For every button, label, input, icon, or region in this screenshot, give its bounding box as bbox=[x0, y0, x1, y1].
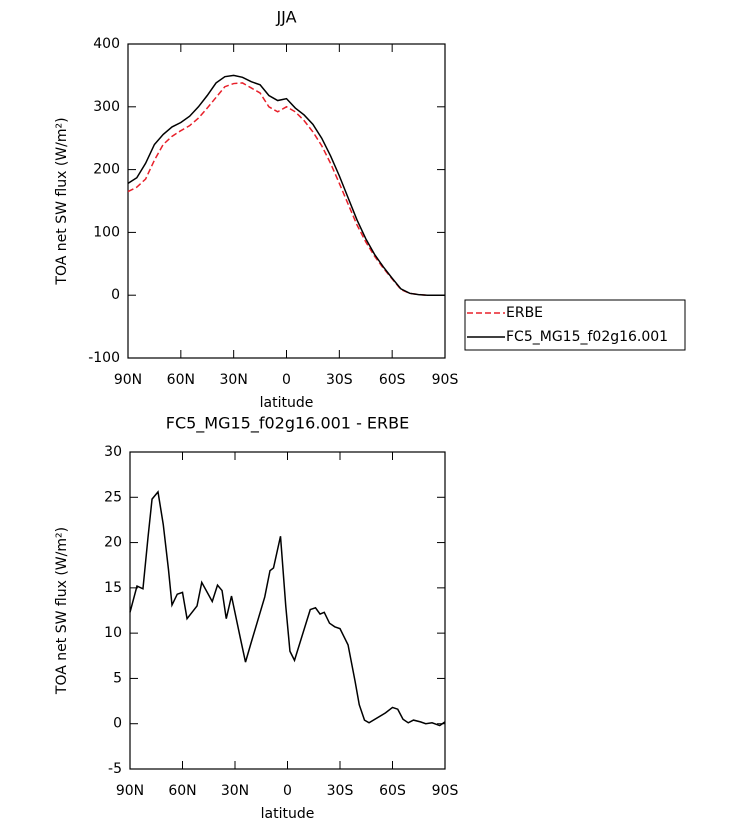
y-tick-label: 0 bbox=[111, 287, 120, 303]
x-tick-label: 90S bbox=[432, 372, 459, 388]
y-tick-label: 400 bbox=[93, 36, 120, 52]
x-tick-label: 90N bbox=[116, 783, 144, 799]
x-tick-label: 30N bbox=[221, 783, 249, 799]
legend-label: FC5_MG15_f02g16.001 bbox=[506, 329, 668, 345]
x-tick-label: 60N bbox=[167, 372, 195, 388]
y-axis-label: TOA net SW flux (W/m²) bbox=[54, 117, 70, 285]
y-tick-label: 15 bbox=[104, 580, 122, 596]
y-tick-label: 200 bbox=[93, 162, 120, 178]
x-tick-label: 0 bbox=[282, 372, 291, 388]
x-tick-label: 90N bbox=[114, 372, 142, 388]
y-tick-label: 25 bbox=[104, 489, 122, 505]
y-axis-label: TOA net SW flux (W/m²) bbox=[54, 527, 70, 695]
x-tick-label: 60S bbox=[379, 372, 406, 388]
y-tick-label: -100 bbox=[88, 350, 120, 366]
y-tick-label: -5 bbox=[108, 761, 122, 777]
y-tick-label: 10 bbox=[104, 625, 122, 641]
plot-frame bbox=[127, 43, 446, 359]
x-tick-label: 60S bbox=[379, 783, 406, 799]
chart-title: JJA bbox=[275, 8, 296, 27]
x-tick-label: 0 bbox=[283, 783, 292, 799]
x-tick-label: 30S bbox=[327, 783, 354, 799]
y-tick-label: 20 bbox=[104, 535, 122, 551]
x-tick-label: 30S bbox=[326, 372, 353, 388]
legend-label: ERBE bbox=[506, 305, 543, 321]
chart-title: FC5_MG15_f02g16.001 - ERBE bbox=[166, 414, 410, 434]
plot-frame bbox=[129, 451, 446, 770]
data-line bbox=[127, 74, 445, 296]
x-axis-label: latitude bbox=[261, 806, 315, 822]
x-tick-label: 90S bbox=[432, 783, 459, 799]
legend-box bbox=[464, 299, 686, 351]
y-tick-label: 0 bbox=[113, 716, 122, 732]
data-line bbox=[127, 82, 445, 296]
x-tick-label: 60N bbox=[168, 783, 196, 799]
y-tick-label: 30 bbox=[104, 444, 122, 460]
y-tick-label: 100 bbox=[93, 224, 120, 240]
y-tick-label: 300 bbox=[93, 99, 120, 115]
y-tick-label: 5 bbox=[113, 670, 122, 686]
x-axis-label: latitude bbox=[260, 395, 314, 411]
data-line bbox=[129, 490, 446, 727]
x-tick-label: 30N bbox=[220, 372, 248, 388]
